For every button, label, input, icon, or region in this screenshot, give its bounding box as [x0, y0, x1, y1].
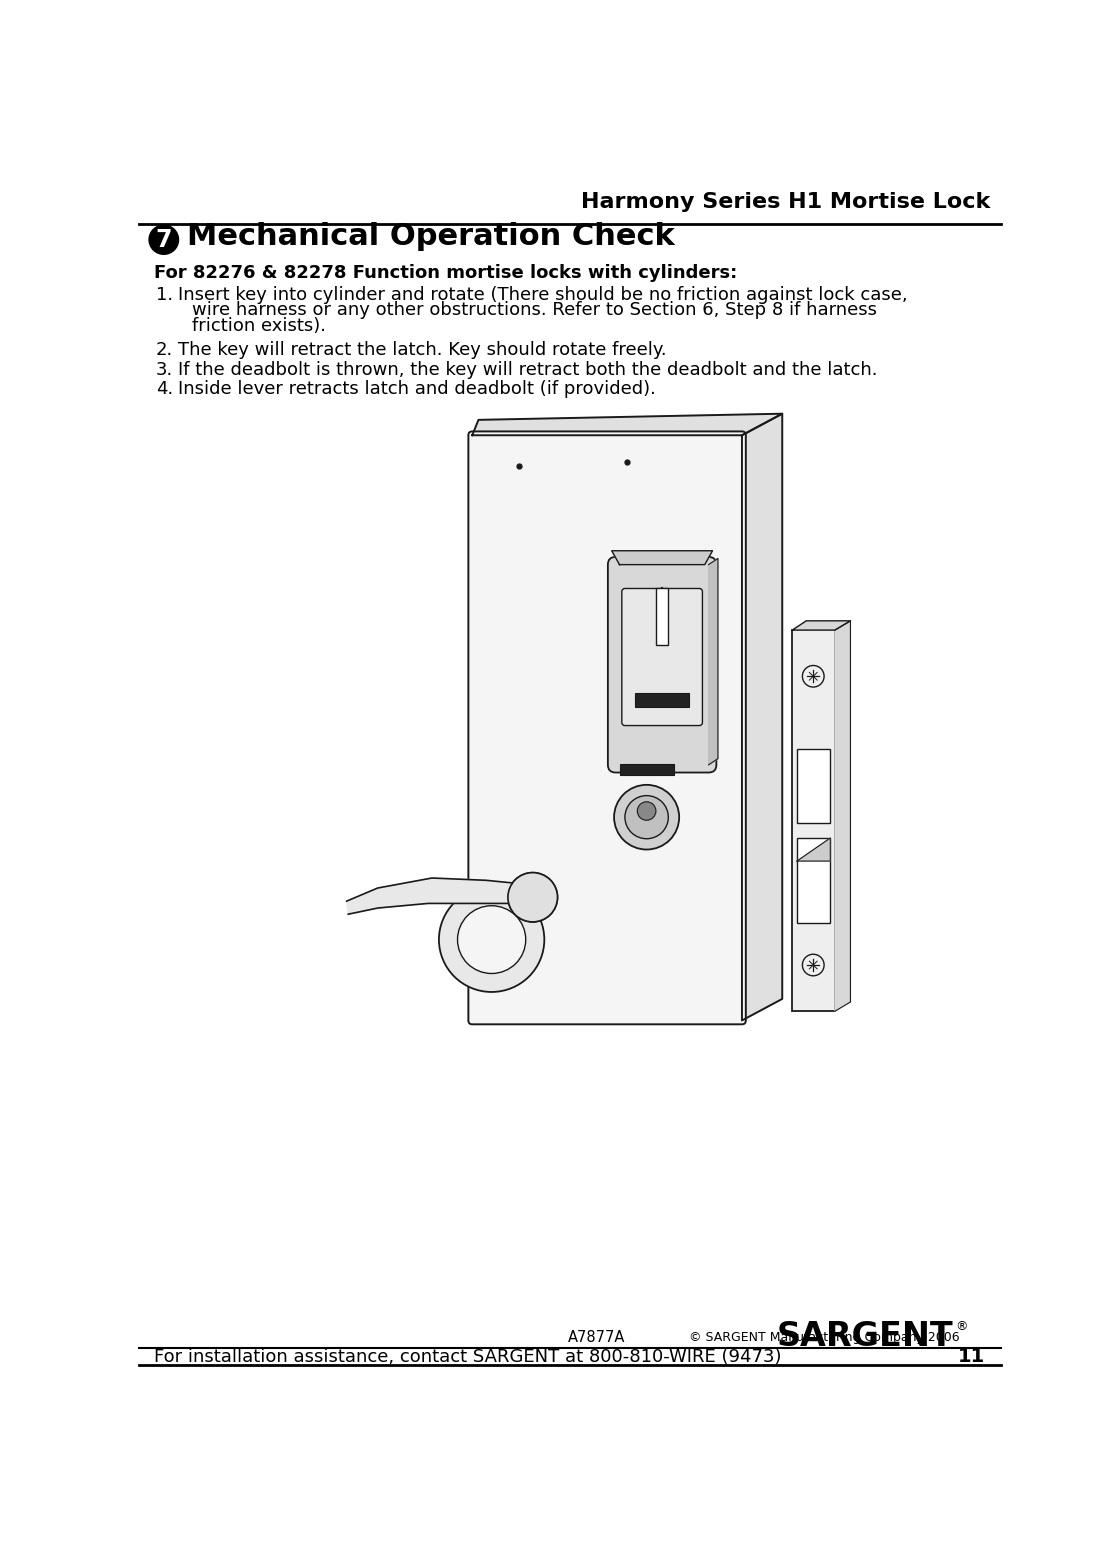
Text: SARGENT: SARGENT [776, 1319, 953, 1353]
FancyBboxPatch shape [622, 588, 703, 726]
Text: A7877A: A7877A [567, 1330, 625, 1346]
Text: The key will retract the latch. Key should rotate freely.: The key will retract the latch. Key shou… [178, 342, 666, 359]
Text: Mechanical Operation Check: Mechanical Operation Check [187, 222, 675, 251]
Circle shape [803, 954, 824, 976]
Polygon shape [835, 621, 851, 1012]
Polygon shape [793, 621, 851, 631]
Text: Insert key into cylinder and rotate (There should be no friction against lock ca: Insert key into cylinder and rotate (The… [178, 286, 907, 304]
Circle shape [614, 785, 679, 849]
Bar [619, 763, 674, 774]
Text: friction exists).: friction exists). [191, 317, 326, 334]
Circle shape [457, 905, 526, 974]
Polygon shape [797, 838, 831, 862]
Polygon shape [708, 559, 718, 765]
Circle shape [508, 873, 557, 923]
Circle shape [508, 873, 557, 923]
Text: Inside lever retracts latch and deadbolt (if provided).: Inside lever retracts latch and deadbolt… [178, 379, 656, 398]
Bar [635, 693, 689, 707]
Text: For installation assistance, contact SARGENT at 800-810-WIRE (9473): For installation assistance, contact SAR… [155, 1349, 782, 1366]
Text: © SARGENT Manufacturing Company 2006: © SARGENT Manufacturing Company 2006 [689, 1332, 960, 1344]
Polygon shape [473, 414, 782, 436]
Circle shape [625, 796, 668, 838]
Text: 4.: 4. [156, 379, 173, 398]
Bar [793, 631, 835, 1012]
Bar [797, 749, 831, 823]
Bar [797, 838, 831, 923]
Polygon shape [742, 414, 782, 1021]
Text: 1.: 1. [156, 286, 173, 304]
FancyBboxPatch shape [468, 431, 746, 1024]
Polygon shape [612, 551, 713, 565]
FancyBboxPatch shape [608, 557, 716, 773]
Text: 11: 11 [959, 1347, 985, 1366]
Text: 2.: 2. [156, 342, 173, 359]
Text: ®: ® [955, 1321, 967, 1333]
Text: For 82276 & 82278 Function mortise locks with cylinders:: For 82276 & 82278 Function mortise locks… [155, 264, 737, 283]
Text: Harmony Series H1 Mortise Lock: Harmony Series H1 Mortise Lock [580, 192, 990, 212]
Text: wire harness or any other obstructions. Refer to Section 6, Step 8 if harness: wire harness or any other obstructions. … [191, 301, 876, 320]
Circle shape [637, 802, 656, 820]
Circle shape [439, 887, 545, 991]
Polygon shape [347, 877, 517, 915]
Text: If the deadbolt is thrown, the key will retract both the deadbolt and the latch.: If the deadbolt is thrown, the key will … [178, 361, 877, 379]
Circle shape [149, 225, 179, 254]
Bar [656, 588, 668, 645]
Text: 7: 7 [156, 228, 172, 251]
Circle shape [803, 665, 824, 687]
Text: 3.: 3. [156, 361, 173, 379]
